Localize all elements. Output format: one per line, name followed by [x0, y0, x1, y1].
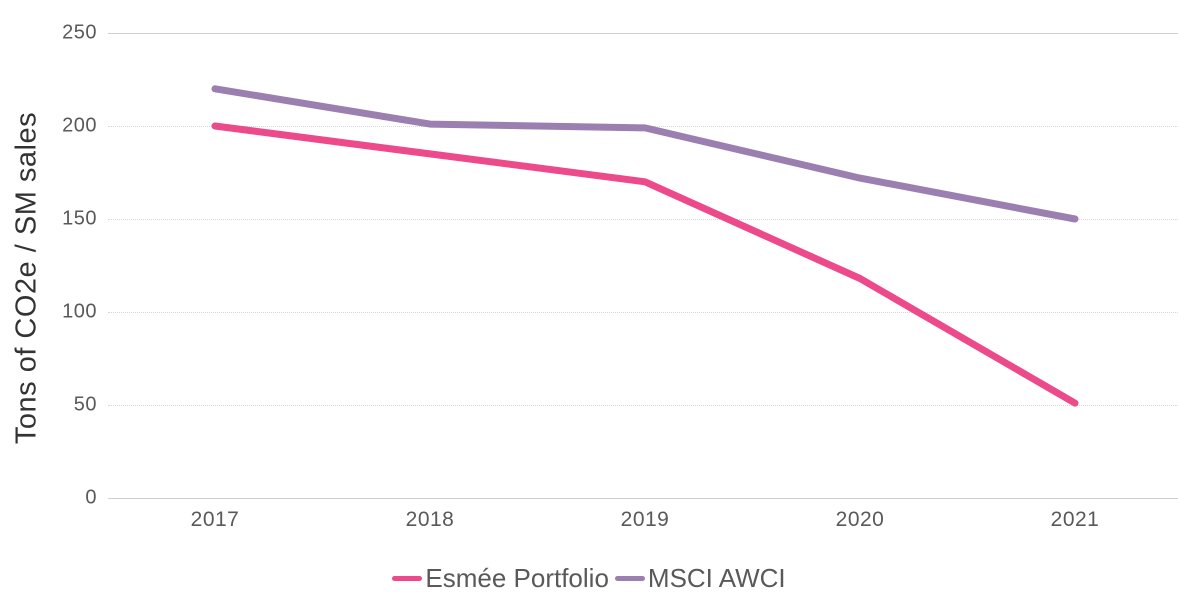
- gridline: [108, 312, 1178, 313]
- gridline: [108, 498, 1178, 499]
- legend-label: Esmée Portfolio: [425, 563, 609, 593]
- y-tick-label: 250: [62, 21, 97, 44]
- gridline: [108, 219, 1178, 220]
- y-tick-label: 200: [62, 114, 97, 137]
- x-tick-label: 2018: [405, 508, 455, 531]
- legend-swatch-icon: [614, 576, 645, 581]
- y-tick-label: 100: [62, 300, 97, 323]
- y-tick-label: 50: [73, 393, 97, 416]
- x-tick-label: 2019: [620, 508, 670, 531]
- y-tick-label: 150: [62, 207, 97, 230]
- legend-item: MSCI AWCI: [614, 563, 786, 594]
- gridline: [108, 33, 1178, 34]
- series-line: [211, 85, 1079, 223]
- series-line: [211, 122, 1079, 407]
- x-tick-label: 2020: [835, 508, 885, 531]
- y-tick-label: 0: [85, 486, 97, 509]
- legend-item: Esmée Portfolio: [392, 563, 609, 594]
- legend-swatch-icon: [392, 576, 423, 581]
- legend-label: MSCI AWCI: [647, 563, 786, 593]
- x-tick-label: 2017: [190, 508, 240, 531]
- gridline: [108, 405, 1178, 406]
- legend: Esmée Portfolio MSCI AWCI: [0, 563, 1178, 594]
- x-tick-label: 2021: [1050, 508, 1100, 531]
